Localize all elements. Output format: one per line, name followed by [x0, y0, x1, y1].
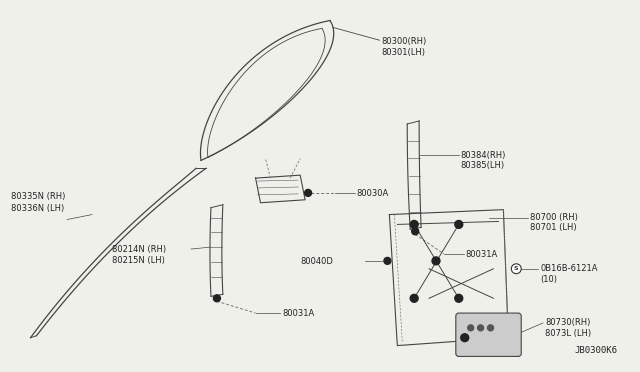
FancyBboxPatch shape — [456, 313, 521, 356]
Text: 80700 (RH): 80700 (RH) — [530, 212, 578, 222]
Text: 80336N (LH): 80336N (LH) — [11, 204, 64, 213]
Text: 80385(LH): 80385(LH) — [461, 161, 505, 170]
Circle shape — [213, 295, 220, 302]
Circle shape — [488, 325, 493, 331]
Text: 80040D: 80040D — [300, 257, 333, 266]
Circle shape — [410, 294, 418, 302]
Text: 80701 (LH): 80701 (LH) — [530, 224, 577, 232]
Circle shape — [468, 325, 474, 331]
Circle shape — [477, 325, 484, 331]
Text: 80384(RH): 80384(RH) — [461, 151, 506, 160]
Text: 80301(LH): 80301(LH) — [381, 48, 426, 57]
Text: 80730(RH): 80730(RH) — [545, 318, 591, 327]
Text: (10): (10) — [540, 275, 557, 284]
Circle shape — [461, 334, 468, 341]
Text: 80031A: 80031A — [466, 250, 498, 259]
Text: 80300(RH): 80300(RH) — [381, 37, 427, 46]
Text: 0B16B-6121A: 0B16B-6121A — [540, 264, 598, 273]
Circle shape — [511, 264, 521, 274]
Text: 80335N (RH): 80335N (RH) — [11, 192, 65, 201]
Circle shape — [410, 221, 418, 228]
Text: 8073L (LH): 8073L (LH) — [545, 329, 591, 338]
Circle shape — [412, 228, 419, 235]
Text: S: S — [514, 266, 518, 271]
Circle shape — [455, 294, 463, 302]
Text: 80215N (LH): 80215N (LH) — [112, 256, 164, 265]
Text: 80031A: 80031A — [282, 309, 315, 318]
Circle shape — [432, 257, 440, 265]
Circle shape — [384, 257, 391, 264]
Text: 80214N (RH): 80214N (RH) — [112, 245, 166, 254]
Circle shape — [305, 189, 312, 196]
Text: JB0300K6: JB0300K6 — [574, 346, 618, 355]
Circle shape — [455, 221, 463, 228]
Text: 80030A: 80030A — [356, 189, 389, 198]
